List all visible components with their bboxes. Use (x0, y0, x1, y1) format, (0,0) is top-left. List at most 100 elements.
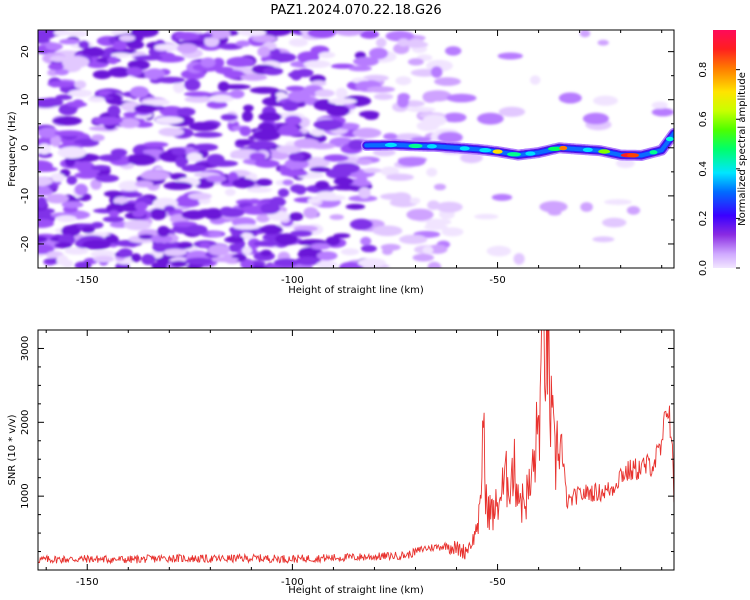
noise-blob (372, 225, 403, 237)
noise-blob (293, 138, 320, 149)
noise-blob (352, 127, 382, 139)
noise-blob (171, 147, 187, 156)
noise-blob (217, 81, 230, 92)
noise-blob (246, 187, 273, 193)
noise-blob (260, 202, 281, 215)
noise-blob (290, 230, 313, 237)
signal-peak (627, 153, 639, 158)
noise-blob (602, 217, 627, 228)
noise-blob (513, 253, 525, 265)
noise-blob (68, 89, 93, 98)
y-tick-label: -20 (20, 236, 31, 252)
snr-panel: -150 -100 -50 1000 2000 3000 Height of straig… (7, 329, 675, 596)
noise-blob (345, 203, 366, 210)
noise-blob (53, 30, 71, 36)
noise-blob (81, 46, 105, 57)
noise-blob (74, 80, 87, 89)
noise-blob (348, 195, 378, 202)
noise-blob (278, 124, 299, 136)
noise-blob (130, 86, 149, 98)
noise-blob (288, 38, 308, 47)
noise-blob (486, 245, 512, 257)
noise-blob (185, 257, 213, 265)
noise-blob (539, 201, 568, 213)
noise-blob (249, 86, 280, 94)
noise-blob (284, 115, 302, 126)
noise-blob (329, 214, 344, 220)
noise-blob (436, 201, 463, 213)
noise-blob (318, 51, 336, 59)
noise-blob (38, 176, 53, 187)
noise-blob (295, 256, 321, 266)
signal-peak (492, 149, 503, 154)
noise-blob (175, 155, 187, 168)
noise-blob (186, 224, 208, 235)
noise-blob (163, 181, 193, 190)
noise-blob (184, 78, 201, 91)
noise-blob (159, 106, 184, 117)
noise-blob (277, 188, 290, 198)
spectrogram-xlabel: Height of straight line (km) (288, 285, 424, 296)
noise-blob (299, 52, 310, 62)
noise-blob (163, 205, 176, 213)
noise-blob (177, 195, 190, 204)
noise-blob (155, 116, 184, 124)
snr-plot-area (38, 330, 674, 565)
noise-blob (158, 127, 185, 137)
noise-blob (199, 242, 211, 248)
noise-blob (548, 210, 562, 216)
noise-blob (369, 47, 388, 60)
noise-blob (188, 121, 219, 132)
y-tick-label: 1000 (20, 483, 31, 508)
x-tick-label: -100 (281, 577, 304, 588)
noise-blob (126, 67, 143, 77)
noise-blob (289, 212, 304, 222)
noise-blob (188, 192, 212, 200)
noise-blob (226, 56, 255, 68)
noise-blob (256, 214, 270, 223)
noise-blob (223, 70, 245, 79)
colorbar-tick-label: 0.4 (698, 161, 709, 177)
noise-blob (474, 213, 499, 220)
noise-blob (192, 131, 223, 138)
noise-blob (424, 90, 452, 102)
noise-blob (340, 248, 360, 256)
noise-blob (38, 235, 48, 243)
noise-blob (47, 81, 76, 88)
noise-blob (104, 234, 119, 244)
noise-blob (162, 241, 184, 251)
noise-blob (651, 101, 668, 109)
noise-blob (56, 215, 77, 223)
noise-blob (313, 119, 344, 130)
noise-blob (348, 139, 365, 151)
noise-blob (112, 40, 128, 51)
noise-blob (38, 143, 51, 155)
noise-blob (430, 66, 443, 78)
noise-blob (54, 242, 72, 249)
noise-blob (335, 87, 348, 99)
noise-blob (131, 253, 142, 263)
noise-blob (276, 145, 302, 154)
noise-blob (86, 168, 101, 174)
noise-blob (206, 100, 228, 109)
noise-blob (339, 261, 363, 268)
noise-blob (66, 175, 78, 185)
noise-blob (254, 159, 280, 168)
spectrogram-axes: -150 -100 -50 20 10 0 -10 -20 (20, 30, 674, 286)
noise-blob (170, 260, 187, 268)
noise-blob (91, 221, 104, 229)
noise-blob (422, 246, 434, 255)
noise-blob (123, 219, 152, 231)
noise-blob (119, 202, 140, 212)
noise-blob (427, 261, 442, 268)
noise-blob (142, 149, 164, 155)
noise-blob (358, 187, 371, 199)
noise-blob (441, 227, 464, 237)
noise-blob (140, 170, 170, 181)
noise-blob (323, 154, 349, 162)
x-tick-label: -150 (76, 577, 99, 588)
noise-blob (152, 242, 168, 253)
noise-blob (315, 180, 330, 190)
noise-blob (48, 63, 64, 71)
